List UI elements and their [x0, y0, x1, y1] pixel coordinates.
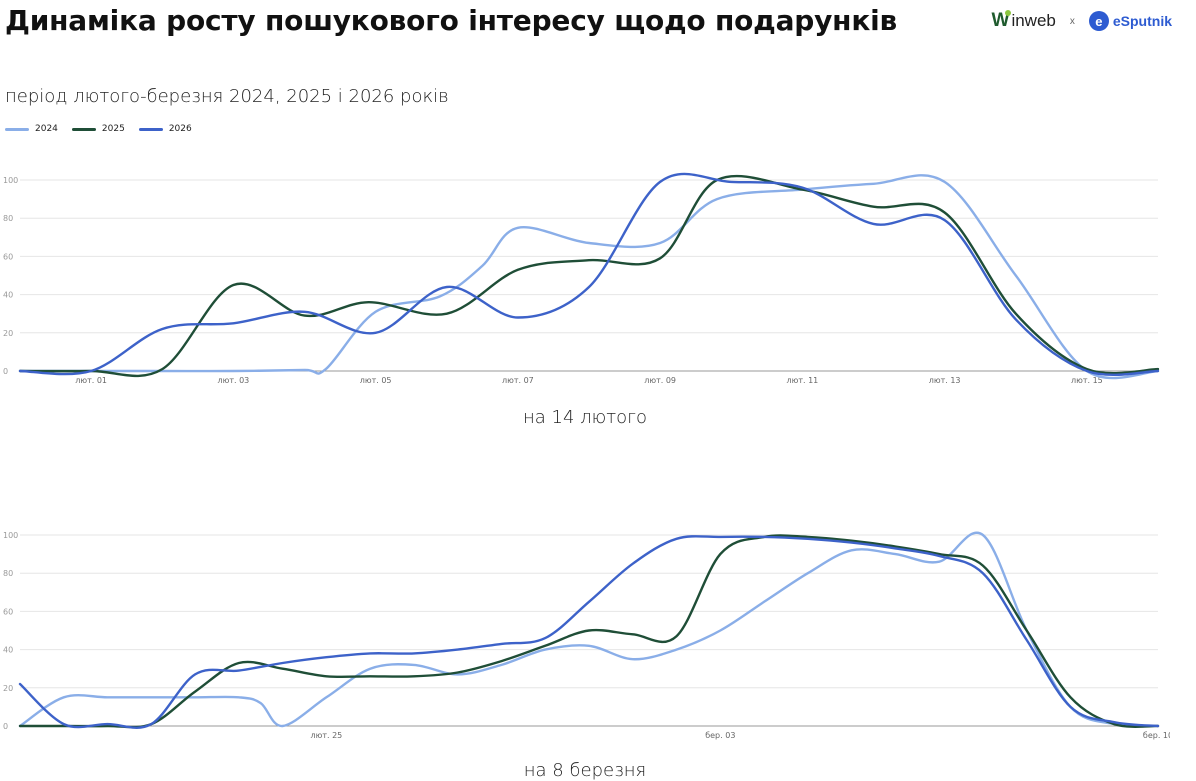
chart-feb14: 0 20 40 60 80 100 лют. 01 лют. 03 лют. 05 лют. 07… [3, 172, 1160, 385]
x-tick-label: лют. 05 [360, 376, 392, 385]
inweb-w-icon: W [991, 10, 1012, 31]
legend-item-2026: 2026 [138, 124, 192, 134]
esputnik-logo: e eSputnik [1088, 11, 1172, 31]
y-tick-label: 60 [3, 607, 13, 616]
chart-caption-mar8: на 8 березня [523, 760, 647, 781]
series-line-2025 [18, 174, 1160, 378]
x-tick-label: лют. 09 [644, 376, 676, 385]
legend-label-2026: 2026 [168, 124, 192, 134]
chart-caption-feb14: на 14 лютого [522, 407, 648, 428]
series-line-2026 [18, 172, 1160, 377]
legend-swatch-2024 [5, 127, 29, 131]
series-line-2024 [18, 174, 1160, 380]
y-tick-label: 0 [3, 367, 8, 376]
inweb-logo: W inweb [992, 10, 1056, 32]
y-tick-label: 60 [3, 252, 13, 261]
y-tick-label: 100 [3, 176, 18, 185]
series-line-2025 [18, 534, 1160, 729]
y-tick-label: 20 [3, 684, 13, 693]
legend-label-2025: 2025 [101, 124, 125, 134]
esputnik-e-icon: e [1088, 11, 1109, 31]
x-tick-label: лют. 11 [786, 376, 818, 385]
y-tick-label: 40 [3, 291, 13, 300]
x-tick-label: бер. 03 [705, 731, 735, 740]
x-tick-label: лют. 25 [310, 731, 342, 740]
esputnik-logo-text: eSputnik [1112, 13, 1172, 29]
y-tick-label: 40 [3, 646, 13, 655]
x-tick-label: лют. 13 [929, 376, 961, 385]
y-tick-label: 80 [3, 569, 13, 578]
inweb-logo-text: inweb [1011, 11, 1056, 30]
logo-separator: x [1069, 15, 1075, 27]
y-tick-label: 20 [3, 329, 13, 338]
y-tick-label: 80 [3, 214, 13, 223]
chart-legend: 2024 2025 2026 [5, 124, 192, 134]
chart-mar8: 0 20 40 60 80 100 лют. 25 бер. 03 бер. 10 [3, 531, 1170, 740]
y-tick-label: 0 [3, 722, 8, 731]
legend-item-2024: 2024 [5, 124, 58, 134]
x-tick-label: лют. 01 [75, 376, 107, 385]
legend-label-2024: 2024 [35, 124, 58, 134]
legend-swatch-2026 [138, 127, 163, 131]
y-tick-label: 100 [3, 531, 18, 540]
page-title: Динаміка росту пошукового інтересу щодо … [5, 4, 898, 37]
series-line-2024 [18, 531, 1160, 728]
x-tick-label: лют. 15 [1071, 376, 1103, 385]
legend-swatch-2025 [71, 127, 96, 131]
x-tick-label: бер. 10 [1143, 731, 1170, 740]
legend-item-2025: 2025 [71, 124, 125, 134]
partner-logos: W inweb x e eSputnik [992, 10, 1172, 32]
series-line-2026 [18, 535, 1160, 729]
page-subtitle: період лютого-березня 2024, 2025 і 2026 … [5, 86, 449, 107]
x-tick-label: лют. 03 [217, 376, 249, 385]
x-tick-label: лют. 07 [502, 376, 534, 385]
